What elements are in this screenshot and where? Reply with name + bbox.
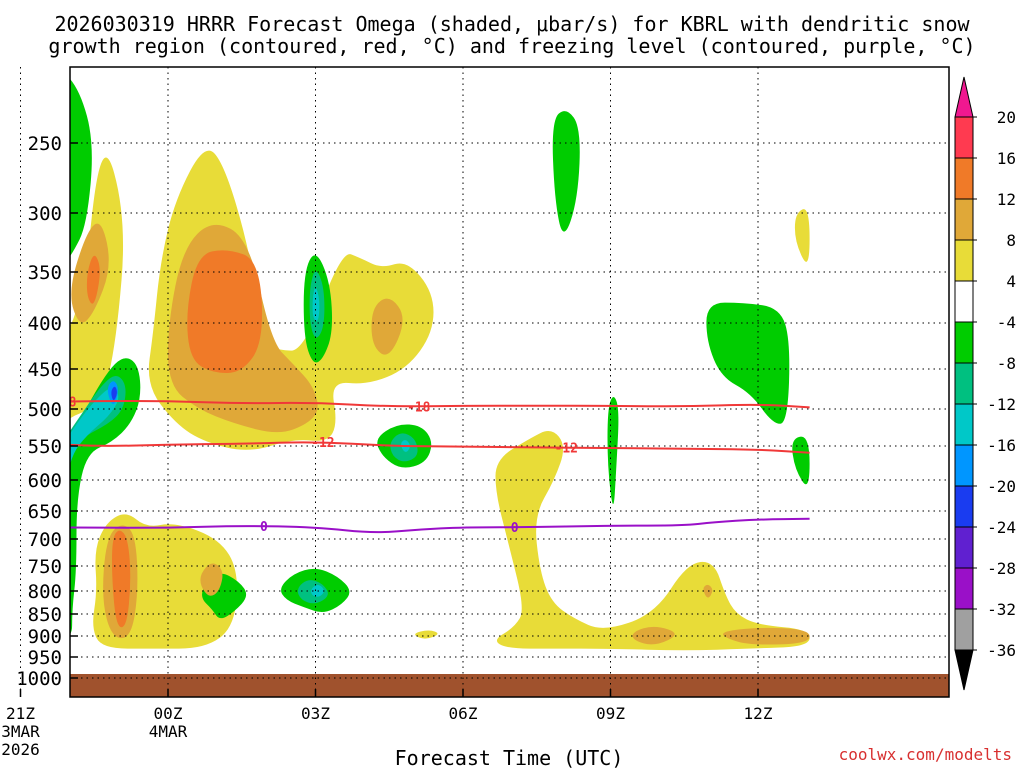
colorbar-label-11: -28 — [987, 559, 1016, 578]
colorbar-label-3: 8 — [1006, 231, 1016, 250]
colorbar-swatch-7 — [954, 403, 974, 446]
chart-title-line1: 2026030319 HRRR Forecast Omega (shaded, … — [54, 12, 970, 36]
omega-region-o8 — [723, 627, 810, 645]
omega-shading — [0, 78, 810, 651]
dgz-contour-label: -12 — [555, 442, 578, 457]
y-tick-label-850: 850 — [28, 604, 62, 626]
colorbar-label-2: 12 — [997, 190, 1016, 209]
x-tick-label-09Z: 09Z — [596, 704, 625, 723]
freezing-contour-0 — [70, 517, 810, 534]
omega-region-g8 — [607, 397, 619, 505]
y-tick-label-1000: 1000 — [16, 668, 62, 690]
dgz-contour-label: -18 — [53, 396, 77, 411]
colorbar-label-6: -8 — [997, 354, 1016, 373]
colorbar-bottom-arrow — [954, 649, 974, 691]
omega-region-o4 — [371, 298, 403, 355]
omega-region-y6 — [794, 209, 810, 262]
plot-frame — [69, 66, 950, 698]
y-tick-label-550: 550 — [28, 436, 62, 458]
x-tick-label-03Z: 03Z — [301, 704, 330, 723]
y-tick-label-950: 950 — [28, 647, 62, 669]
y-axis: 2503003504004505005506006507007508008509… — [16, 133, 78, 690]
temperature-contours: -18 -18 -12 -12 0 0 — [53, 396, 810, 536]
y-tick-label-700: 700 — [28, 529, 62, 551]
colorbar-swatch-3 — [954, 239, 974, 282]
omega-region-g9 — [706, 302, 790, 424]
dgz-contour-label: -18 — [407, 400, 431, 415]
colorbar-swatch-10 — [954, 526, 974, 569]
omega-region-g1 — [70, 78, 92, 257]
colorbar-swatch-8 — [954, 444, 974, 487]
ground-bar — [70, 674, 949, 697]
omega-region-o6 — [200, 563, 223, 596]
y-tick-label-500: 500 — [28, 399, 62, 421]
omega-region-g10 — [792, 436, 810, 485]
y-tick-label-750: 750 — [28, 556, 62, 578]
dgz-contour--18 — [70, 399, 810, 409]
colorbar-label-5: -4 — [997, 313, 1016, 332]
y-tick-label-400: 400 — [28, 313, 62, 335]
omega-region-g7 — [552, 111, 580, 232]
dgz-contour--12 — [70, 441, 810, 454]
y-tick-label-650: 650 — [28, 501, 62, 523]
omega-region-y5 — [495, 430, 810, 651]
colorbar-label-12: -32 — [987, 600, 1016, 619]
freezing-contour-label: 0 — [260, 520, 268, 535]
colorbar-swatch-2 — [954, 198, 974, 241]
omega-region-d1 — [111, 386, 117, 401]
x-tick-label-21Z: 21Z — [6, 704, 35, 723]
colorbar-label-10: -24 — [987, 518, 1016, 537]
colorbar-label-8: -16 — [987, 436, 1016, 455]
x-tick-label-06Z: 06Z — [449, 704, 478, 723]
colorbar-swatch-0 — [954, 116, 974, 159]
freezing-contour-label: 0 — [511, 521, 519, 536]
y-tick-label-600: 600 — [28, 470, 62, 492]
colorbar-swatch-1 — [954, 157, 974, 200]
credit-link[interactable]: coolwx.com/modelts — [839, 745, 1012, 764]
colorbar-label-13: -36 — [987, 641, 1016, 660]
x-tick-date: 3MAR — [1, 722, 40, 741]
chart-title-line2: growth region (contoured, red, °C) and f… — [48, 34, 975, 58]
colorbar-swatch-6 — [954, 362, 974, 405]
colorbar-top-arrow — [954, 76, 974, 118]
omega-region-y8 — [0, 606, 19, 621]
colorbar-swatch-12 — [954, 608, 974, 651]
omega-region-r2 — [86, 255, 100, 304]
x-tick-date: 4MAR — [149, 722, 188, 741]
omega-region-r3 — [112, 530, 131, 628]
omega-region-r1 — [187, 250, 263, 373]
colorbar-swatch-5 — [954, 321, 974, 364]
omega-region-t1 — [34, 95, 67, 250]
colorbar-swatch-4 — [954, 280, 974, 323]
colorbar-swatch-9 — [954, 485, 974, 528]
colorbar-label-9: -20 — [987, 477, 1016, 496]
omega-region-o10 — [703, 584, 713, 598]
x-tick-year: 2026 — [1, 740, 40, 759]
colorbar-label-4: 4 — [1006, 272, 1016, 291]
gridlines — [20, 67, 949, 697]
y-tick-label-450: 450 — [28, 359, 62, 381]
colorbar-swatch-11 — [954, 567, 974, 610]
colorbar: 20 16 12 8 4 -4 -8 -12 -16 -20 -24 -28 -32 -36 — [954, 76, 1016, 691]
y-tick-label-900: 900 — [28, 626, 62, 648]
x-tick-label-00Z: 00Z — [154, 704, 183, 723]
y-tick-label-350: 350 — [28, 262, 62, 284]
omega-region-c2 — [70, 388, 119, 465]
omega-region-y7 — [415, 630, 438, 639]
y-tick-label-250: 250 — [28, 133, 62, 155]
colorbar-label-0: 20 — [997, 108, 1016, 127]
y-tick-label-800: 800 — [28, 581, 62, 603]
x-tick-label-12Z: 12Z — [744, 704, 773, 723]
x-axis-label: Forecast Time (UTC) — [395, 746, 624, 768]
y-tick-label-300: 300 — [28, 203, 62, 225]
colorbar-label-7: -12 — [987, 395, 1016, 414]
dgz-contour-label: -12 — [311, 436, 334, 451]
colorbar-label-1: 16 — [997, 149, 1016, 168]
